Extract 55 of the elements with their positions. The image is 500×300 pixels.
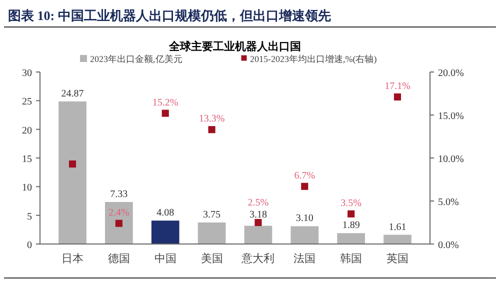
- bar: [105, 202, 133, 244]
- point: [115, 220, 122, 227]
- y-tick-label: 30: [22, 68, 32, 79]
- bar: [384, 234, 412, 244]
- y-tick-label: 25: [22, 96, 32, 108]
- point: [348, 210, 355, 218]
- point: [254, 218, 262, 226]
- point: [301, 182, 308, 190]
- y2-tick-label: 0.0%: [438, 240, 459, 251]
- data-label: 3.18: [249, 210, 267, 220]
- data-label: 7.33: [110, 188, 128, 200]
- chart-title: 图表 10: 中国工业机器人出口规模仍低，但出口增速领先: [8, 8, 331, 23]
- y-tick-label: 20: [22, 125, 32, 136]
- chart-subtitle: 全球主要工业机器人出口国: [168, 40, 301, 53]
- data-label: 6.7%: [294, 170, 316, 182]
- y-tick-label: 5: [27, 211, 32, 222]
- y2-tick-label: 10.0%: [438, 154, 464, 165]
- data-label: 3.5%: [340, 198, 362, 209]
- bar: [244, 226, 272, 244]
- data-label: 2.5%: [248, 198, 269, 208]
- data-label: 15.2%: [152, 97, 178, 108]
- bar: [337, 233, 365, 244]
- x-tick-label: 意大利: [240, 252, 275, 265]
- x-tick-label: 法国: [294, 252, 316, 265]
- data-label: 1.89: [342, 220, 360, 232]
- bar: [198, 222, 226, 244]
- point: [162, 110, 169, 117]
- x-tick-label: 德国: [108, 253, 130, 265]
- legend-label: 2015-2023年均出口增速,%(右轴): [250, 54, 377, 64]
- bar: [290, 226, 319, 244]
- y-tick-label: 15: [22, 154, 32, 165]
- x-tick-label: 日本: [62, 252, 84, 265]
- y2-tick-label: 15.0%: [438, 111, 464, 122]
- y2-tick-label: 20.0%: [438, 68, 464, 79]
- x-tick-label: 中国: [154, 252, 176, 265]
- y2-tick-label: 5.0%: [438, 197, 459, 208]
- x-tick-label: 英国: [386, 252, 408, 265]
- x-tick-label: 美国: [200, 252, 223, 265]
- data-label: 3.10: [296, 213, 314, 224]
- data-label: 1.61: [388, 222, 406, 233]
- point: [394, 93, 402, 100]
- data-label: 17.1%: [384, 80, 410, 92]
- data-label: 2.4%: [108, 207, 130, 218]
- data-label: 3.75: [203, 210, 221, 220]
- data-label: 4.08: [156, 208, 174, 219]
- legend-label: 2023年出口金额,亿美元: [90, 54, 182, 64]
- point: [208, 126, 216, 134]
- point: [68, 160, 76, 168]
- y-tick-label: 0: [27, 240, 32, 251]
- x-tick-label: 韩国: [340, 252, 362, 265]
- data-label: 24.87: [61, 88, 84, 100]
- bar: [58, 101, 86, 244]
- y-tick-label: 10: [22, 182, 32, 194]
- bar: [151, 220, 180, 244]
- data-label: 13.3%: [198, 114, 225, 125]
